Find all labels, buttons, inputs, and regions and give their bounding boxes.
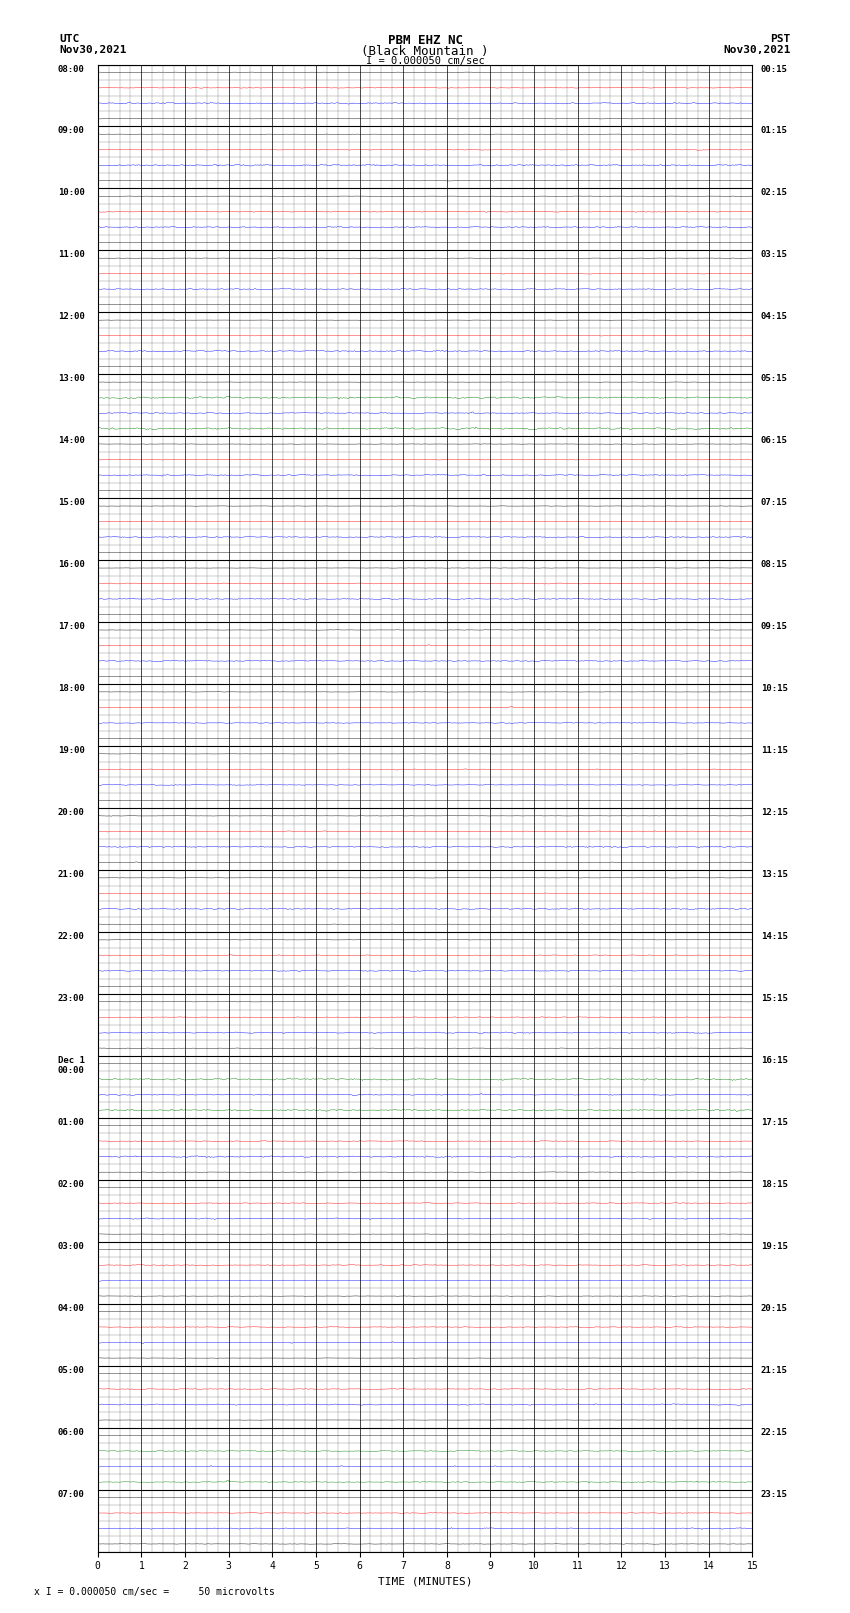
Text: 09:15: 09:15 — [761, 623, 788, 631]
Text: 14:00: 14:00 — [58, 436, 85, 445]
Text: Nov30,2021: Nov30,2021 — [723, 45, 791, 55]
Text: Nov30,2021: Nov30,2021 — [60, 45, 127, 55]
Text: 11:15: 11:15 — [761, 747, 788, 755]
Text: 17:15: 17:15 — [761, 1118, 788, 1127]
Text: 10:00: 10:00 — [58, 189, 85, 197]
Text: 01:00: 01:00 — [58, 1118, 85, 1127]
Text: 04:15: 04:15 — [761, 313, 788, 321]
Text: 06:00: 06:00 — [58, 1428, 85, 1437]
Text: 11:00: 11:00 — [58, 250, 85, 260]
Text: 13:00: 13:00 — [58, 374, 85, 384]
Text: 23:15: 23:15 — [761, 1490, 788, 1498]
Text: 12:15: 12:15 — [761, 808, 788, 818]
Text: (Black Mountain ): (Black Mountain ) — [361, 45, 489, 58]
Text: 18:15: 18:15 — [761, 1181, 788, 1189]
Text: 05:15: 05:15 — [761, 374, 788, 384]
Text: 16:00: 16:00 — [58, 560, 85, 569]
Text: 18:00: 18:00 — [58, 684, 85, 694]
Text: 20:00: 20:00 — [58, 808, 85, 818]
Text: 07:15: 07:15 — [761, 498, 788, 506]
Text: PBM EHZ NC: PBM EHZ NC — [388, 34, 462, 47]
Text: 23:00: 23:00 — [58, 994, 85, 1003]
Text: Dec 1
00:00: Dec 1 00:00 — [58, 1057, 85, 1076]
Text: 19:15: 19:15 — [761, 1242, 788, 1250]
Text: 16:15: 16:15 — [761, 1057, 788, 1065]
X-axis label: TIME (MINUTES): TIME (MINUTES) — [377, 1578, 473, 1587]
Text: 21:00: 21:00 — [58, 869, 85, 879]
Text: UTC: UTC — [60, 34, 80, 44]
Text: 12:00: 12:00 — [58, 313, 85, 321]
Text: 17:00: 17:00 — [58, 623, 85, 631]
Text: 10:15: 10:15 — [761, 684, 788, 694]
Text: 00:15: 00:15 — [761, 65, 788, 74]
Text: 05:00: 05:00 — [58, 1366, 85, 1374]
Text: 08:00: 08:00 — [58, 65, 85, 74]
Text: 14:15: 14:15 — [761, 932, 788, 940]
Text: 06:15: 06:15 — [761, 436, 788, 445]
Text: 07:00: 07:00 — [58, 1490, 85, 1498]
Text: 22:15: 22:15 — [761, 1428, 788, 1437]
Text: 19:00: 19:00 — [58, 747, 85, 755]
Text: x I = 0.000050 cm/sec =     50 microvolts: x I = 0.000050 cm/sec = 50 microvolts — [34, 1587, 275, 1597]
Text: 21:15: 21:15 — [761, 1366, 788, 1374]
Text: 01:15: 01:15 — [761, 126, 788, 135]
Text: 03:15: 03:15 — [761, 250, 788, 260]
Text: 04:00: 04:00 — [58, 1303, 85, 1313]
Text: 20:15: 20:15 — [761, 1303, 788, 1313]
Text: 13:15: 13:15 — [761, 869, 788, 879]
Text: 02:15: 02:15 — [761, 189, 788, 197]
Text: 09:00: 09:00 — [58, 126, 85, 135]
Text: I = 0.000050 cm/sec: I = 0.000050 cm/sec — [366, 56, 484, 66]
Text: 02:00: 02:00 — [58, 1181, 85, 1189]
Text: 03:00: 03:00 — [58, 1242, 85, 1250]
Text: PST: PST — [770, 34, 790, 44]
Text: 15:00: 15:00 — [58, 498, 85, 506]
Text: 15:15: 15:15 — [761, 994, 788, 1003]
Text: 08:15: 08:15 — [761, 560, 788, 569]
Text: 22:00: 22:00 — [58, 932, 85, 940]
